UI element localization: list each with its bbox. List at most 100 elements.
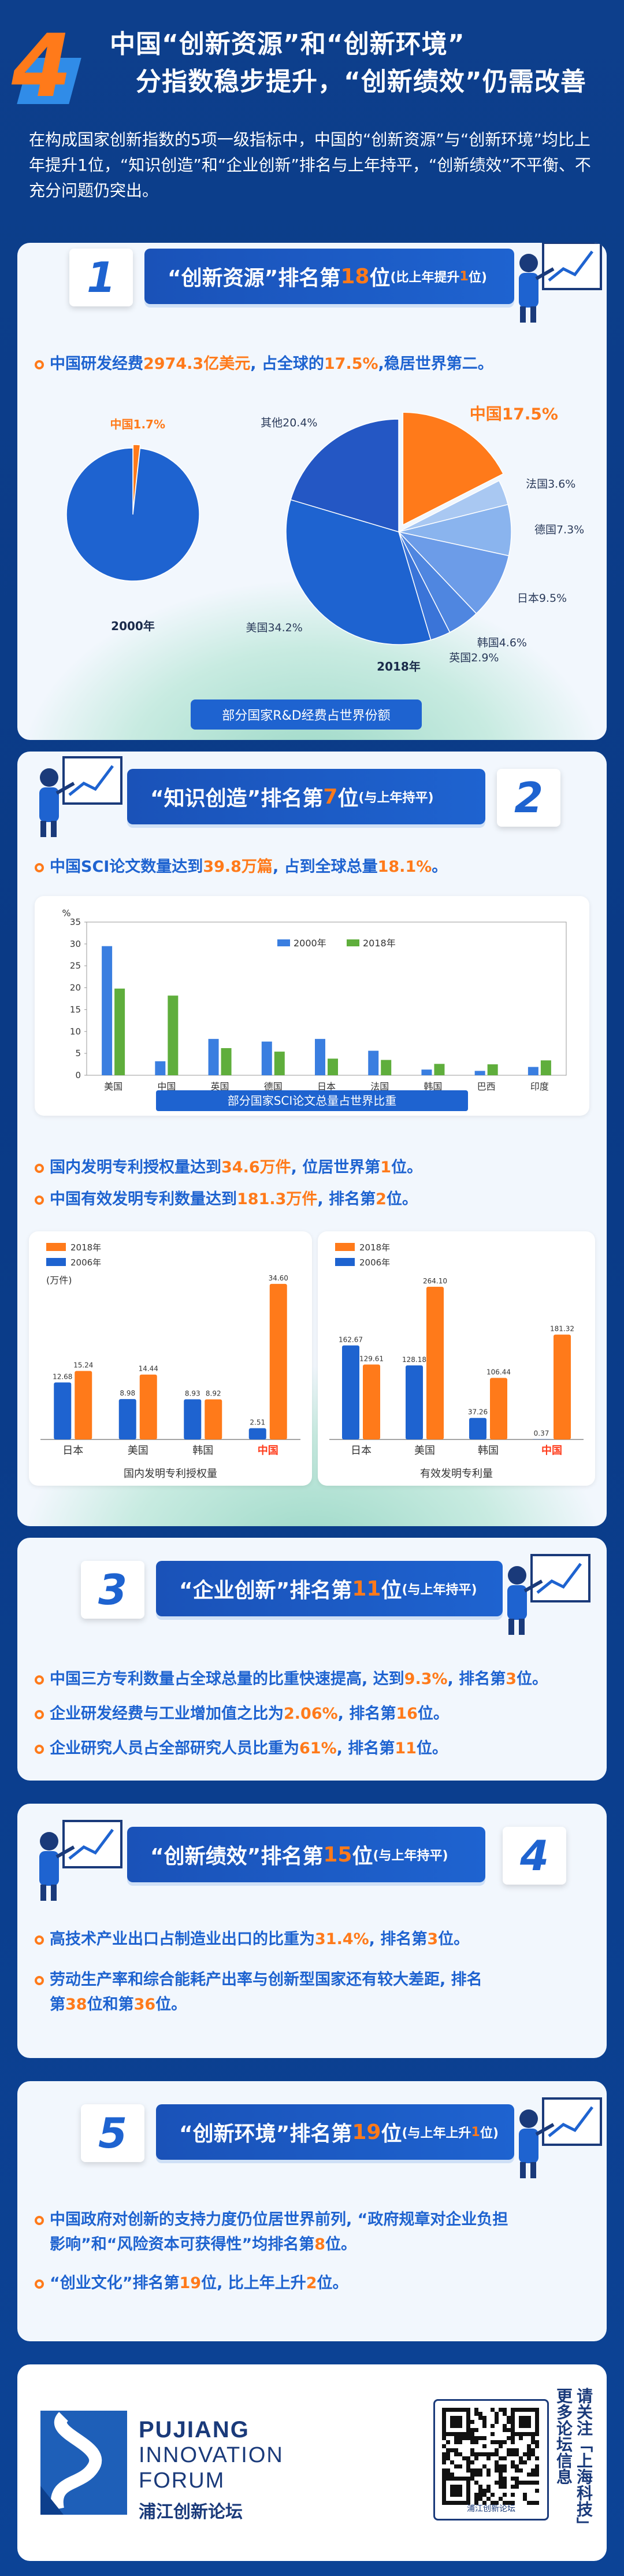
qr-module: [446, 2456, 450, 2460]
qr-module: [478, 2493, 482, 2497]
legend-swatch: [335, 1258, 355, 1266]
qr-module: [478, 2489, 482, 2493]
qr-module: [535, 2468, 539, 2473]
qr-module: [454, 2448, 458, 2452]
section3-bullet3: 企业研究人员占全部研究人员比重为61%, 排名第11位。: [35, 1737, 448, 1760]
qr-module: [511, 2440, 515, 2444]
qr-module: [466, 2468, 470, 2473]
qr-module: [442, 2452, 446, 2456]
bar-value-label: 34.60: [269, 1274, 288, 1282]
qr-module: [495, 2412, 499, 2416]
section1-caption: 部分国家R&D经费占世界份额: [191, 699, 422, 730]
qr-module: [478, 2473, 482, 2477]
qr-module: [527, 2448, 531, 2452]
banner-rank: 7: [323, 784, 338, 809]
section2-bullet2: 国内发明专利授权量达到34.6万件, 位居世界第1位。: [35, 1156, 422, 1179]
bullet-text: 位。: [391, 1159, 423, 1176]
qr-module: [507, 2452, 511, 2456]
intro-text: 在构成国家创新指数的5项一级指标中，中国的“创新资源”与“创新环境”均比上年提升…: [29, 130, 591, 200]
bullet-hl: 3: [427, 1930, 439, 1948]
section2-badge: 2: [497, 769, 560, 827]
section3-bullet1: 中国三方专利数量占全球总量的比重快速提高, 达到9.3%, 排名第3位。: [35, 1668, 548, 1691]
qr-module: [482, 2436, 486, 2440]
qr-module: [527, 2501, 531, 2505]
plot-frame: [86, 921, 567, 1076]
y-tick-label: 35: [70, 917, 81, 927]
sci-bar: [528, 1067, 538, 1075]
sci-bar: [434, 1064, 445, 1075]
qr-module: [482, 2493, 486, 2497]
section2-banner: “知识创造”排名第 7 位 (与上年持平): [127, 769, 485, 824]
qr-module: [535, 2440, 539, 2444]
legend-label: 2018年: [363, 938, 396, 949]
pujiang-logo-icon: [40, 2411, 127, 2515]
bar-value-label: 162.67: [339, 1335, 363, 1343]
sci-bar: [487, 1064, 498, 1075]
y-tick-label: 30: [70, 939, 81, 949]
bullet-text: 中国三方专利数量占全球总量的比重快速提高, 达到: [50, 1670, 404, 1688]
x-tick-label: 印度: [530, 1081, 549, 1092]
qr-module: [523, 2452, 527, 2456]
bullet-text: , 排名第: [369, 1930, 428, 1948]
section4-badge: 4: [503, 1827, 566, 1885]
qr-module: [523, 2497, 527, 2501]
qr-module: [450, 2460, 454, 2464]
bullet-text: , 排名第: [337, 1705, 396, 1723]
legend-swatch: [277, 939, 290, 946]
pie-slice-label: 法国3.6%: [526, 478, 575, 491]
qr-module: [507, 2436, 511, 2440]
qr-module: [499, 2485, 503, 2489]
bar-value-label: 181.32: [550, 1325, 574, 1333]
qr-module: [474, 2440, 478, 2444]
qr-module: [470, 2448, 474, 2452]
qr-finder-core: [450, 2485, 462, 2497]
bullet-text: 第: [50, 1996, 65, 2014]
qr-module: [499, 2444, 503, 2448]
patent-chart-panel-1: 2018年 2006年 (万件) 12.68 15.24 日本 8.98 14.44 美国 8.9…: [29, 1231, 312, 1486]
qr-module: [478, 2497, 482, 2501]
section2-card: “知识创造”排名第 7 位 (与上年持平) 2 中国SCI论文数量达到39.8万篇, …: [17, 752, 607, 1526]
bullet-text: 位。: [438, 1930, 470, 1948]
valid-patent-bar-chart: 2018年 2006年 162.67 129.61 日本 128.18 264.10 美国 37…: [329, 1242, 584, 1480]
patent-bar: [205, 1399, 222, 1439]
bullet-hl: 17.5%: [324, 355, 378, 373]
qr-module: [531, 2448, 535, 2452]
pie-slice-label: 其他20.4%: [261, 417, 317, 430]
qr-module: [499, 2408, 503, 2412]
qr-module: [474, 2481, 478, 2485]
qr-code[interactable]: 浦江创新论坛: [433, 2399, 549, 2521]
qr-module: [527, 2452, 531, 2456]
patent-bar: [363, 1364, 380, 1439]
bullet-hl: 36: [133, 1996, 156, 2014]
patent-bar: [139, 1374, 157, 1439]
qr-module: [470, 2436, 474, 2440]
sci-bar-chart: % 0 5 10 15 20 25 30 35 美国 中国 英国 德国 日本 法国 韩国 巴西 印度 2000年 20…: [62, 908, 567, 1111]
qr-module: [535, 2481, 539, 2485]
qr-module: [442, 2444, 446, 2448]
brand-innovation: INNOVATION: [139, 2443, 284, 2467]
banner-note: (与上年持平): [373, 1849, 448, 1863]
pie-slice-label: 美国34.2%: [246, 621, 302, 634]
patent-bar: [118, 1399, 136, 1439]
banner-text: “创新绩效”排名第: [150, 1845, 324, 1868]
legend-label: 2006年: [70, 1257, 101, 1268]
qr-module: [531, 2481, 535, 2485]
qr-module: [519, 2436, 523, 2440]
qr-module: [454, 2440, 458, 2444]
bullet-hl: 3: [506, 1670, 517, 1688]
bar-value-label: 15.24: [73, 1361, 93, 1369]
section1-bullet: 中国研发经费2974.3亿美元, 占全球的17.5%,稳居世界第二。: [35, 353, 493, 376]
sci-caption: 部分国家SCI论文总量占世界比重: [228, 1094, 397, 1108]
qr-module: [474, 2412, 478, 2416]
qr-module: [486, 2456, 491, 2460]
qr-finder-core: [450, 2416, 462, 2428]
qr-module: [491, 2501, 495, 2505]
banner-text: “企业创新”排名第: [179, 1579, 352, 1602]
patent-bar: [75, 1371, 92, 1439]
section5-bullet2: “创业文化”排名第19位, 比上年上升2位。: [35, 2272, 348, 2295]
patent-bar: [54, 1382, 72, 1439]
bullet-text: , 占到全球总量: [272, 858, 378, 876]
patent-bar: [490, 1378, 507, 1439]
qr-module: [503, 2456, 507, 2460]
